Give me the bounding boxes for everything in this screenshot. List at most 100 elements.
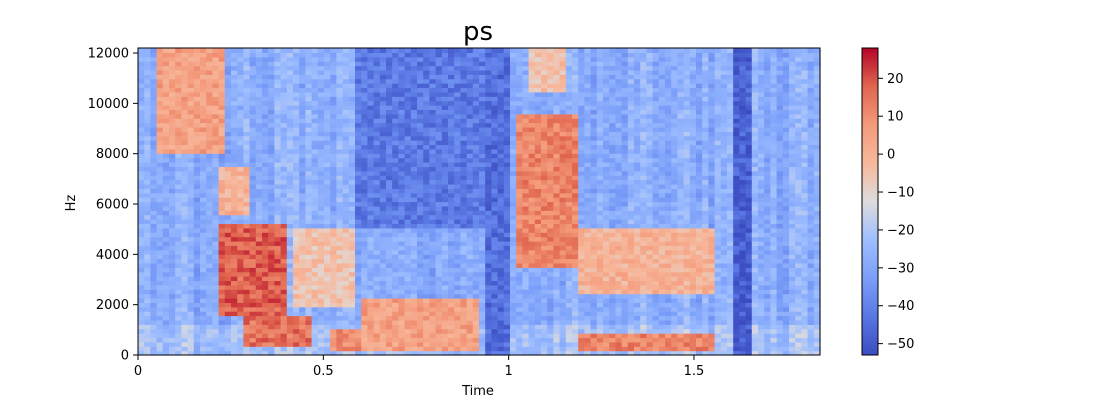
heatmap-cell [286,100,294,106]
heatmap-cell [224,56,232,62]
heatmap-cell [305,135,313,141]
heatmap-cell [454,131,461,137]
heatmap-cell [255,118,263,124]
heatmap-cell [162,324,170,330]
heatmap-cell [423,126,430,132]
heatmap-cell [417,302,424,308]
heatmap-cell [268,109,275,115]
heatmap-cell [429,289,437,295]
heatmap-cell [200,100,207,106]
heatmap-cell [553,188,561,194]
heatmap-cell [286,131,294,137]
heatmap-cell [547,276,554,282]
heatmap-cell [144,201,151,207]
heatmap-cell [441,153,449,159]
heatmap-cell [156,262,164,268]
heatmap-cell [156,227,164,233]
heatmap-cell [448,183,455,189]
heatmap-cell [243,69,251,75]
heatmap-cell [255,311,263,317]
heatmap-cell [423,48,430,53]
heatmap-cell [435,245,443,251]
heatmap-cell [175,192,182,198]
heatmap-cell [448,262,455,268]
heatmap-cell [541,87,548,93]
heatmap-cell [280,170,288,176]
heatmap-cell [435,105,443,110]
heatmap-cell [503,166,511,172]
heatmap-cell [448,52,455,58]
heatmap-cell [348,289,356,295]
heatmap-cell [460,166,468,172]
heatmap-cell [243,201,251,207]
heatmap-cell [479,188,486,194]
heatmap-cell [466,236,474,242]
heatmap-cell [224,306,232,312]
heatmap-cell [404,341,412,347]
heatmap-cell [144,258,151,264]
heatmap-cell [156,249,164,255]
heatmap-cell [193,131,201,137]
heatmap-cell [534,306,542,312]
heatmap-cell [150,48,158,53]
heatmap-cell [224,113,232,119]
heatmap-cell [522,135,530,141]
heatmap-cell [522,306,530,312]
heatmap-cell [162,91,170,97]
heatmap-cell [150,210,158,216]
heatmap-cell [342,131,350,137]
heatmap-cell [274,65,282,71]
heatmap-cell [423,74,430,80]
heatmap-cell [479,118,486,124]
heatmap-cell [386,302,393,308]
heatmap-cell [417,319,424,325]
heatmap-cell [497,118,505,124]
heatmap-cell [324,245,331,251]
heatmap-cell [547,227,554,233]
heatmap-cell [324,56,331,62]
heatmap-cell [491,271,499,277]
heatmap-cell [516,319,523,325]
heatmap-cell [361,284,368,290]
heatmap-cell [336,280,344,286]
heatmap-cell [274,144,282,150]
heatmap-cell [423,284,430,290]
heatmap-cell [367,113,375,119]
heatmap-cell [206,280,213,286]
heatmap-cell [454,166,461,172]
heatmap-cell [348,276,356,282]
heatmap-cell [355,126,362,132]
heatmap-cell [249,131,257,137]
heatmap-cell [305,205,313,211]
heatmap-cell [169,162,176,168]
heatmap-cell [516,126,523,132]
heatmap-cell [510,280,517,286]
heatmap-cell [565,258,573,264]
heatmap-cell [578,306,585,312]
heatmap-cell [262,69,269,75]
heatmap-cell [565,219,573,225]
heatmap-cell [429,210,437,216]
heatmap-cell [460,350,468,356]
heatmap-cell [200,289,207,295]
heatmap-cell [423,293,430,299]
heatmap-cell [169,52,176,58]
heatmap-cell [497,350,505,356]
heatmap-cell [448,223,455,229]
heatmap-cell [317,83,325,89]
heatmap-cell [348,183,356,189]
heatmap-cell [144,113,151,119]
heatmap-cell [162,74,170,80]
heatmap-cell [423,240,430,246]
heatmap-cell [144,162,151,168]
heatmap-cell [355,245,362,251]
heatmap-cell [379,341,387,347]
heatmap-cell [169,144,176,150]
heatmap-cell [460,183,468,189]
heatmap-cell [435,52,443,58]
heatmap-cell [212,69,220,75]
heatmap-cell [355,328,362,334]
heatmap-cell [330,126,337,132]
heatmap-cell [175,188,182,194]
heatmap-cell [528,254,536,260]
